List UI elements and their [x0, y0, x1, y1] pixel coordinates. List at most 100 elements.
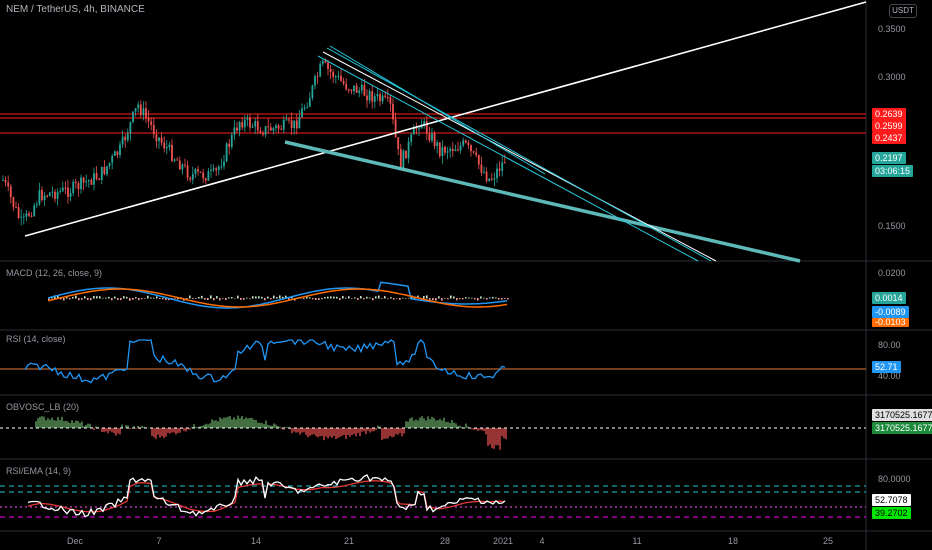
- support-trendline[interactable]: [284, 140, 801, 263]
- macd-histogram-bar: [240, 298, 242, 300]
- obv-oscillator-bar: [67, 421, 69, 428]
- macd-histogram-bar: [186, 298, 188, 300]
- macd-histogram-bar: [252, 296, 254, 299]
- macd-histogram-bar: [447, 298, 449, 300]
- rsiema-ema-tag: 39.2702: [872, 507, 911, 519]
- obv-oscillator-bar: [71, 420, 73, 428]
- candle-body: [342, 80, 345, 84]
- macd-histogram-bar: [444, 297, 446, 299]
- candle-body: [275, 125, 277, 129]
- rsi-axis-label: 40.00: [878, 371, 901, 381]
- obv-oscillator-bar: [471, 428, 473, 430]
- macd-histogram-bar: [315, 298, 317, 300]
- obv-oscillator-bar: [457, 425, 459, 428]
- candle-body: [215, 168, 218, 171]
- candle-body: [306, 106, 309, 108]
- candle-body: [477, 155, 480, 165]
- obv-oscillator-bar: [125, 425, 127, 428]
- macd-histogram-bar: [390, 297, 392, 299]
- candle-body: [17, 207, 20, 218]
- macd-histogram-bar: [396, 298, 398, 299]
- obv-oscillator-bar: [61, 416, 63, 428]
- macd-histogram-bar: [327, 296, 329, 299]
- obv-oscillator-bar: [133, 426, 135, 428]
- obvosc-pane-label[interactable]: OBVOSC_LB (20): [6, 402, 80, 412]
- rsi-axis-label: 80.00: [878, 340, 901, 350]
- candlestick-series: [2, 58, 506, 226]
- candle-body: [277, 125, 280, 129]
- obv-oscillator-bar: [229, 415, 231, 428]
- candle-body: [464, 140, 467, 143]
- obv-oscillator-bar: [495, 428, 497, 446]
- descending-channel-line-2[interactable]: [326, 47, 712, 262]
- macd-histogram-bar: [267, 296, 269, 299]
- obv-oscillator-bar: [141, 425, 143, 428]
- macd-histogram-bar: [351, 298, 353, 299]
- macd-histogram-bar: [375, 296, 377, 299]
- candle-body: [204, 178, 207, 181]
- obv-oscillator-bar: [207, 424, 209, 428]
- obv-oscillator-bar: [365, 428, 367, 435]
- macd-histogram-bar: [405, 298, 407, 299]
- macd-pane-label[interactable]: MACD (12, 26, close, 9): [6, 268, 103, 278]
- candle-body: [181, 164, 184, 170]
- candle-body: [454, 149, 457, 151]
- obv-oscillator-bar: [105, 428, 107, 432]
- candle-body: [327, 62, 329, 69]
- obv-oscillator-bar: [359, 428, 361, 437]
- macd-histogram-bar: [417, 295, 419, 299]
- candle-body: [163, 142, 166, 149]
- macd-histogram-bar: [126, 296, 128, 299]
- candle-body: [142, 108, 145, 116]
- obv-oscillator-bar: [169, 428, 171, 434]
- candle-body: [124, 136, 127, 141]
- obv-oscillator-bar: [447, 421, 449, 428]
- macd-histogram-bar: [399, 298, 401, 300]
- candle-body: [191, 173, 194, 180]
- obv-oscillator-bar: [281, 428, 283, 430]
- candle-body: [290, 120, 293, 128]
- candle-body: [137, 104, 140, 109]
- candle-body: [329, 68, 332, 72]
- candle-body: [314, 76, 316, 86]
- macd-histogram-bar: [306, 295, 308, 299]
- macd-histogram-bar: [291, 296, 293, 299]
- macd-line: [47, 281, 508, 309]
- candle-body: [436, 142, 439, 147]
- descending-channel-line-1[interactable]: [322, 51, 717, 262]
- macd-histogram-bar: [123, 296, 125, 299]
- macd-histogram-bar: [90, 298, 92, 301]
- macd-histogram-bar: [495, 297, 497, 299]
- obv-oscillator-bar: [473, 428, 475, 430]
- obv-oscillator-bar: [129, 428, 131, 429]
- obv-oscillator-bar: [231, 419, 233, 428]
- candle-body: [467, 142, 470, 146]
- candle-body: [158, 137, 160, 142]
- descending-channel-line-3[interactable]: [329, 45, 546, 175]
- obv-oscillator-bar: [277, 426, 279, 428]
- descending-channel-line-4[interactable]: [317, 55, 699, 262]
- obv-oscillator-bar: [101, 428, 103, 433]
- obvosc-value-tag: 3170525.1677: [872, 409, 932, 421]
- macd-histogram-bar: [210, 295, 212, 299]
- rsi-pane-label[interactable]: RSI (14, close): [6, 334, 66, 344]
- macd-histogram-bar: [303, 298, 305, 300]
- candle-body: [22, 216, 25, 218]
- ascending-trendline[interactable]: [24, 1, 867, 237]
- obv-oscillator-bar: [437, 420, 439, 428]
- candle-body: [126, 133, 129, 141]
- candle-body: [173, 159, 176, 161]
- obv-oscillator-bar: [75, 420, 77, 428]
- time-axis-label: 25: [822, 536, 834, 546]
- candle-body: [106, 166, 108, 175]
- obv-oscillator-bar: [93, 428, 95, 430]
- candle-body: [324, 60, 327, 63]
- currency-button[interactable]: USDT: [889, 4, 917, 18]
- rsiema-pane-label[interactable]: RSI/EMA (14, 9): [6, 466, 72, 476]
- candle-body: [15, 206, 17, 208]
- macd-histogram-bar: [264, 298, 266, 301]
- candle-body: [295, 120, 298, 129]
- obv-oscillator-bar: [331, 428, 333, 438]
- macd-histogram-bar: [348, 296, 350, 299]
